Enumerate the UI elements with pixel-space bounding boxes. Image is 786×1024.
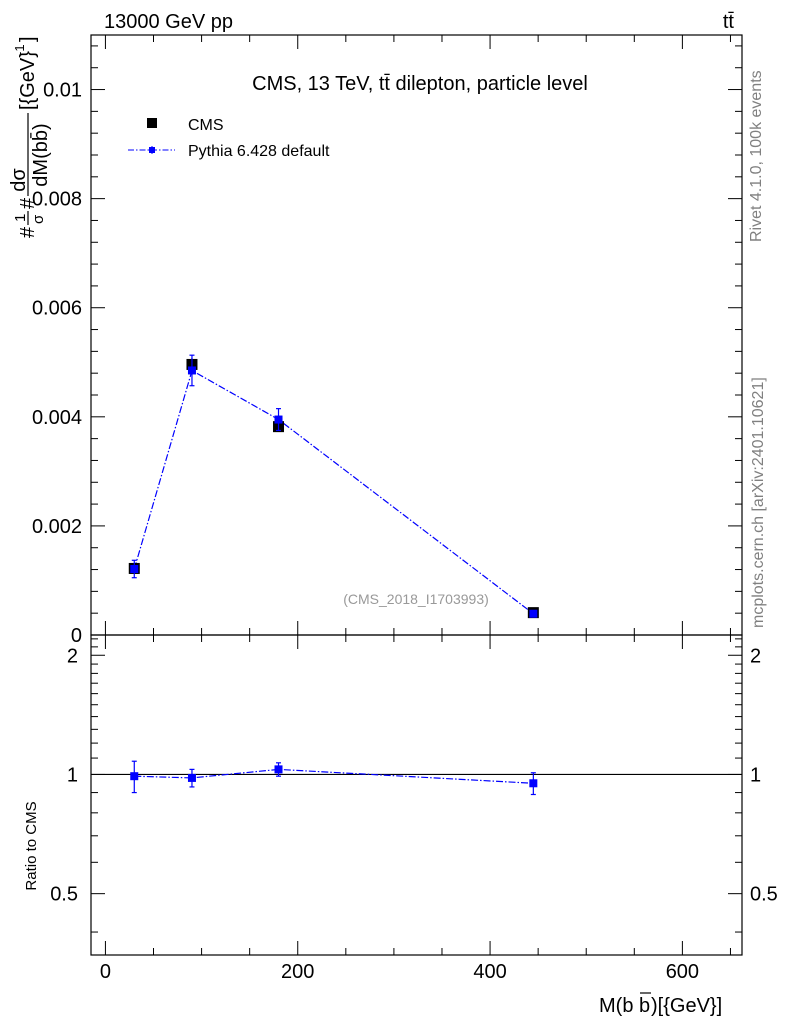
ratio-series-line	[134, 768, 534, 784]
xlabel-text-base: M(b	[599, 995, 633, 1017]
plot-frames	[90, 34, 743, 956]
main-ytick-label: 0.008	[32, 189, 82, 211]
analysis-watermark: (CMS_2018_I1703993)	[343, 591, 489, 607]
ylabel-hash: #	[17, 226, 39, 238]
ratio-xtick-label: 400	[473, 961, 506, 983]
ylabel-sigma: σ	[30, 214, 47, 224]
xlabel-text-bbar: b	[639, 995, 650, 1017]
pythia-point	[529, 609, 538, 618]
legend-marker-cms	[147, 118, 157, 128]
mcplots-label: mcplots.cern.ch [arXiv:2401.10621]	[750, 377, 767, 628]
main-ytick-label: 0.01	[43, 80, 82, 102]
ylabel-exp: -1	[12, 44, 27, 56]
xlabel: M(b b )[{GeV}]	[599, 992, 722, 1017]
ylabel-unit: [{GeV}	[17, 51, 39, 110]
legend-marker-pythia	[149, 147, 155, 153]
rivet-version-label: Rivet 4.1.0, 100k events	[748, 70, 765, 242]
ratio-point	[130, 772, 139, 781]
ylabel-dm: dM(bb̄)	[29, 123, 52, 186]
main-ytick-label: 0.002	[32, 516, 82, 538]
pythia-series-line	[133, 369, 534, 615]
legend-label-pythia: Pythia 6.428 default	[188, 143, 330, 160]
data-marks	[91, 354, 742, 796]
main-ylabel: # 1 σ # dσ dM(bb̄) [{GeV} -1 ]	[8, 36, 52, 238]
ratio-ytick-label-right: 1	[750, 764, 761, 786]
legend: CMS Pythia 6.428 default	[128, 117, 330, 160]
ratio-ytick-label-left: 2	[67, 645, 78, 667]
ratio-xtick-label: 0	[100, 961, 111, 983]
pythia-point	[130, 565, 139, 573]
ylabel-hash-2: #	[17, 197, 39, 209]
ratio-point	[187, 773, 196, 782]
main-ytick-label: 0	[71, 625, 82, 647]
ratio-ytick-label-right: 2	[750, 645, 761, 667]
ratio-frame	[90, 634, 743, 956]
main-ytick-label: 0.006	[32, 298, 82, 320]
xlabel-text-tail: )[{GeV}]	[651, 995, 722, 1017]
pythia-point	[274, 415, 283, 424]
ratio-ytick-label-left: 0.5	[50, 884, 78, 906]
ylabel-one: 1	[12, 214, 29, 222]
header-process-label: 13000 GeV pp	[104, 11, 233, 33]
ratio-point	[274, 765, 283, 774]
legend-label-cms: CMS	[188, 117, 224, 134]
main-ytick-label: 0.004	[32, 407, 82, 429]
axis-ticks: 0 0.002 0.004 0.006 0.008 0.01 0 200 400 600 0.5 0.…	[32, 35, 778, 983]
ratio-ytick-label-right: 0.5	[750, 884, 778, 906]
ylabel-dsigma: dσ	[8, 168, 30, 192]
ratio-ylabel: Ratio to CMS	[23, 801, 40, 890]
ratio-xtick-label: 600	[666, 961, 699, 983]
ratio-xtick-label: 200	[281, 961, 314, 983]
pythia-point	[187, 366, 196, 375]
ratio-point	[529, 779, 538, 788]
ylabel-close: ]	[17, 36, 39, 42]
ratio-ytick-label-left: 1	[67, 764, 78, 786]
chart-title: CMS, 13 TeV, tt̄ dilepton, particle leve…	[252, 73, 588, 95]
header-ttbar-label: tt̄	[723, 11, 735, 33]
